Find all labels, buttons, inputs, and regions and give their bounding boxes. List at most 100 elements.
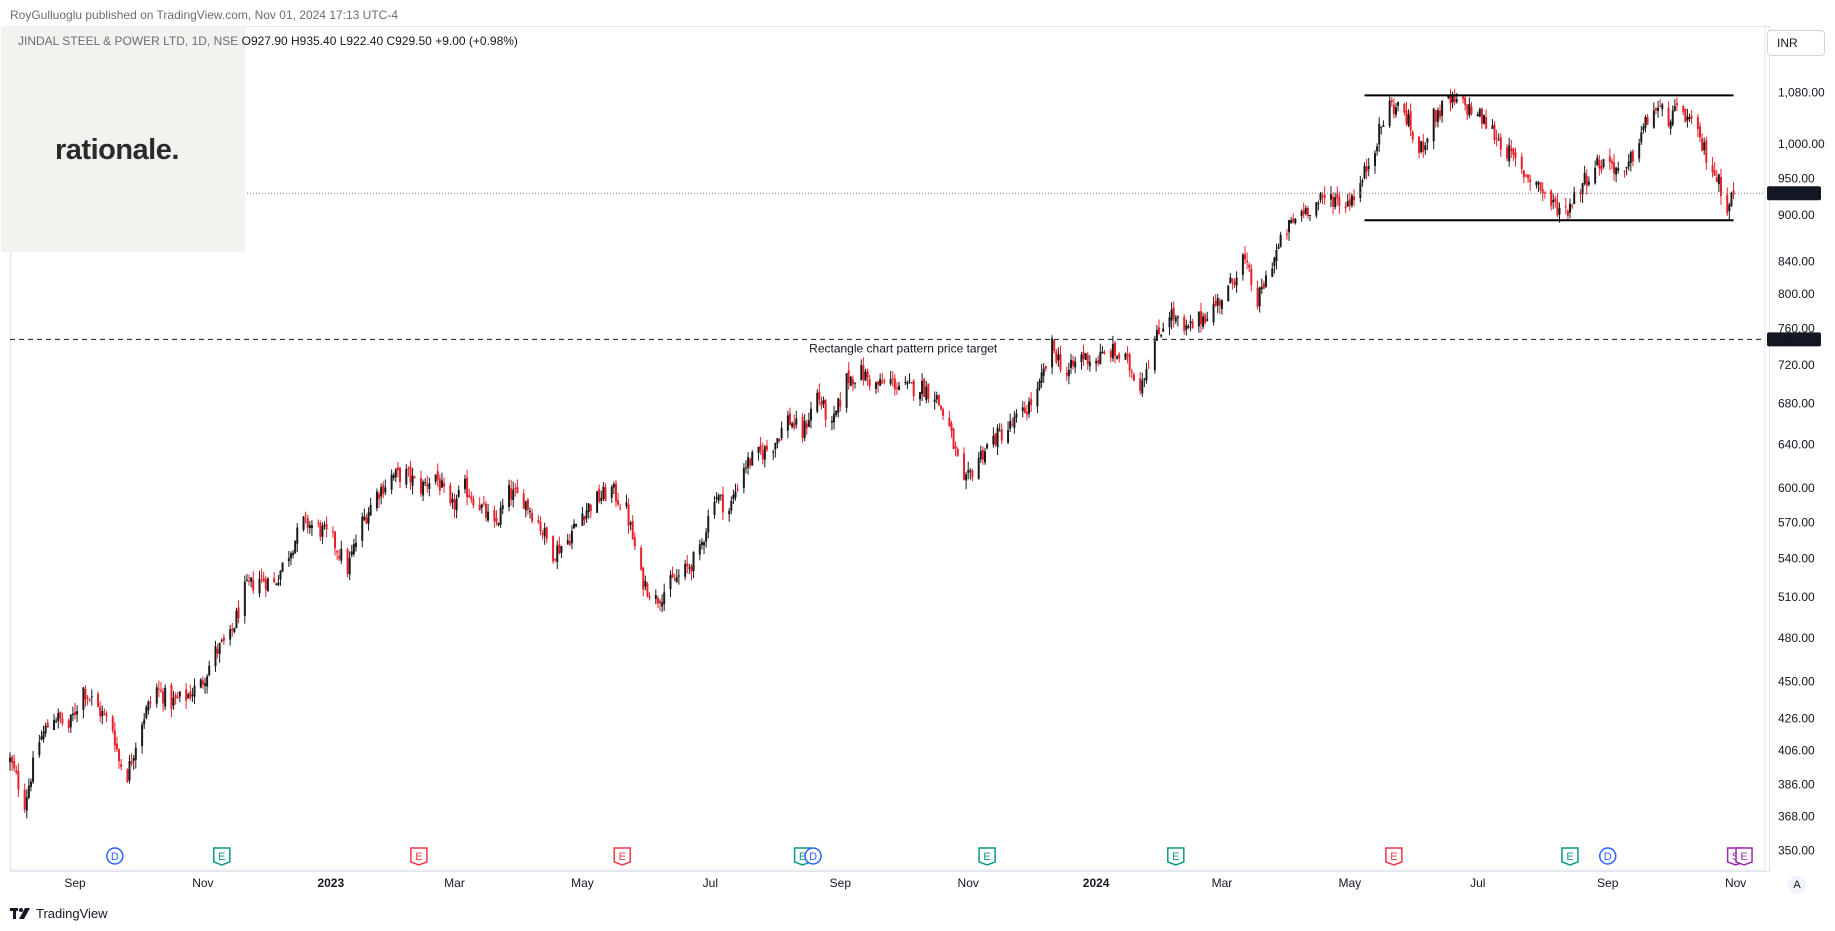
- candle-body: [1646, 116, 1649, 125]
- earnings-icon: [1385, 847, 1403, 866]
- symbol-label[interactable]: JINDAL STEEL & POWER LTD, 1D, NSE: [18, 34, 239, 48]
- candle-body: [1160, 334, 1163, 337]
- candle-body: [422, 481, 425, 496]
- candle-body: [424, 482, 427, 484]
- candle-body: [111, 717, 114, 731]
- candle-body: [323, 524, 326, 527]
- target-annotation: Rectangle chart pattern price target: [809, 341, 998, 355]
- candle-body: [275, 583, 278, 585]
- candle-body: [411, 475, 414, 486]
- candle-body: [713, 501, 716, 515]
- event-marker-d[interactable]: D: [804, 847, 822, 865]
- candle-body: [1426, 138, 1429, 143]
- candle-body: [17, 770, 20, 790]
- candle-body: [1042, 368, 1045, 376]
- candle-body: [1183, 316, 1186, 331]
- candle-body: [1602, 159, 1605, 167]
- event-marker-e[interactable]: E: [1735, 847, 1753, 866]
- candle-body: [434, 474, 437, 482]
- tradingview-branding[interactable]: TradingView: [10, 906, 108, 921]
- candle-body: [570, 531, 573, 544]
- candle-body: [1009, 420, 1012, 429]
- event-marker-e[interactable]: E: [1561, 847, 1579, 866]
- candle-body: [1669, 121, 1672, 129]
- candle-body: [1040, 372, 1043, 383]
- candle-body: [281, 562, 284, 572]
- candle-body: [1097, 360, 1100, 364]
- candle-body: [350, 551, 353, 555]
- candle-body: [552, 535, 555, 562]
- candle-body: [583, 516, 586, 521]
- event-marker-e[interactable]: E: [1385, 847, 1403, 866]
- candle-body: [346, 549, 349, 574]
- candle-body: [717, 495, 720, 501]
- event-marker-e[interactable]: E: [1167, 847, 1185, 866]
- candle-body: [1686, 116, 1689, 121]
- candle-body: [822, 399, 825, 405]
- candle-body: [585, 510, 588, 519]
- candle-body: [1158, 327, 1161, 335]
- candle-body: [1495, 138, 1498, 140]
- candle-body: [598, 488, 601, 502]
- candle-body: [1631, 151, 1634, 162]
- event-marker-d[interactable]: D: [106, 847, 124, 865]
- event-marker-e[interactable]: E: [410, 847, 428, 866]
- candle-body: [1212, 304, 1215, 323]
- event-marker-e[interactable]: E: [978, 847, 996, 866]
- candle-body: [1613, 162, 1616, 174]
- candle-body: [99, 706, 102, 717]
- candle-body: [971, 470, 974, 478]
- time-tick-label: Nov: [192, 876, 213, 890]
- chart-frame[interactable]: [10, 26, 1770, 872]
- candle-body: [786, 415, 789, 431]
- candle-body: [176, 696, 179, 699]
- candle-body: [1520, 156, 1523, 169]
- event-marker-label: E: [1740, 851, 1747, 863]
- candle-body: [1334, 197, 1337, 208]
- candle-body: [956, 448, 959, 456]
- candle-body: [793, 422, 796, 428]
- rationale-logo: rationale.: [55, 134, 179, 166]
- candle-body: [1554, 198, 1557, 202]
- candle-body: [508, 485, 511, 508]
- candle-body: [1615, 167, 1618, 175]
- candle-body: [497, 523, 500, 526]
- candle-body: [728, 510, 731, 515]
- candle-body: [1566, 210, 1569, 216]
- candle-body: [1569, 203, 1571, 213]
- candle-body: [245, 579, 248, 581]
- time-tick-label: Mar: [1212, 876, 1233, 890]
- event-marker-d[interactable]: D: [1598, 847, 1617, 865]
- candle-body: [1074, 361, 1077, 368]
- candle-body: [1571, 205, 1574, 207]
- price-tick-label: 480.00: [1778, 631, 1815, 645]
- event-marker-e[interactable]: E: [613, 847, 632, 866]
- candle-body: [1418, 136, 1421, 153]
- auto-scale-button[interactable]: A: [1788, 876, 1806, 894]
- candle-body: [1023, 407, 1026, 414]
- time-tick-label: 2024: [1083, 876, 1110, 890]
- candle-body: [1277, 246, 1280, 249]
- currency-button[interactable]: INR: [1767, 30, 1825, 56]
- event-marker-e[interactable]: E: [213, 847, 231, 866]
- candle-body: [13, 760, 16, 769]
- earnings-icon: [1735, 847, 1753, 866]
- candle-body: [1579, 192, 1582, 194]
- candle-body: [84, 689, 87, 700]
- event-marker-label: D: [111, 851, 119, 863]
- time-tick-label: Jul: [1470, 876, 1485, 890]
- candle-body: [556, 545, 559, 563]
- candle-body: [220, 640, 223, 642]
- candle-body: [352, 543, 355, 555]
- candle-body: [1541, 189, 1544, 193]
- candle-body: [692, 551, 695, 571]
- candle-body: [512, 489, 515, 501]
- candle-body: [1317, 203, 1320, 205]
- candle-body: [1294, 218, 1297, 224]
- candle-body: [319, 523, 322, 537]
- candle-body: [53, 719, 56, 731]
- candle-body: [130, 761, 133, 764]
- candle-body: [1468, 103, 1471, 116]
- candle-body: [1021, 407, 1024, 411]
